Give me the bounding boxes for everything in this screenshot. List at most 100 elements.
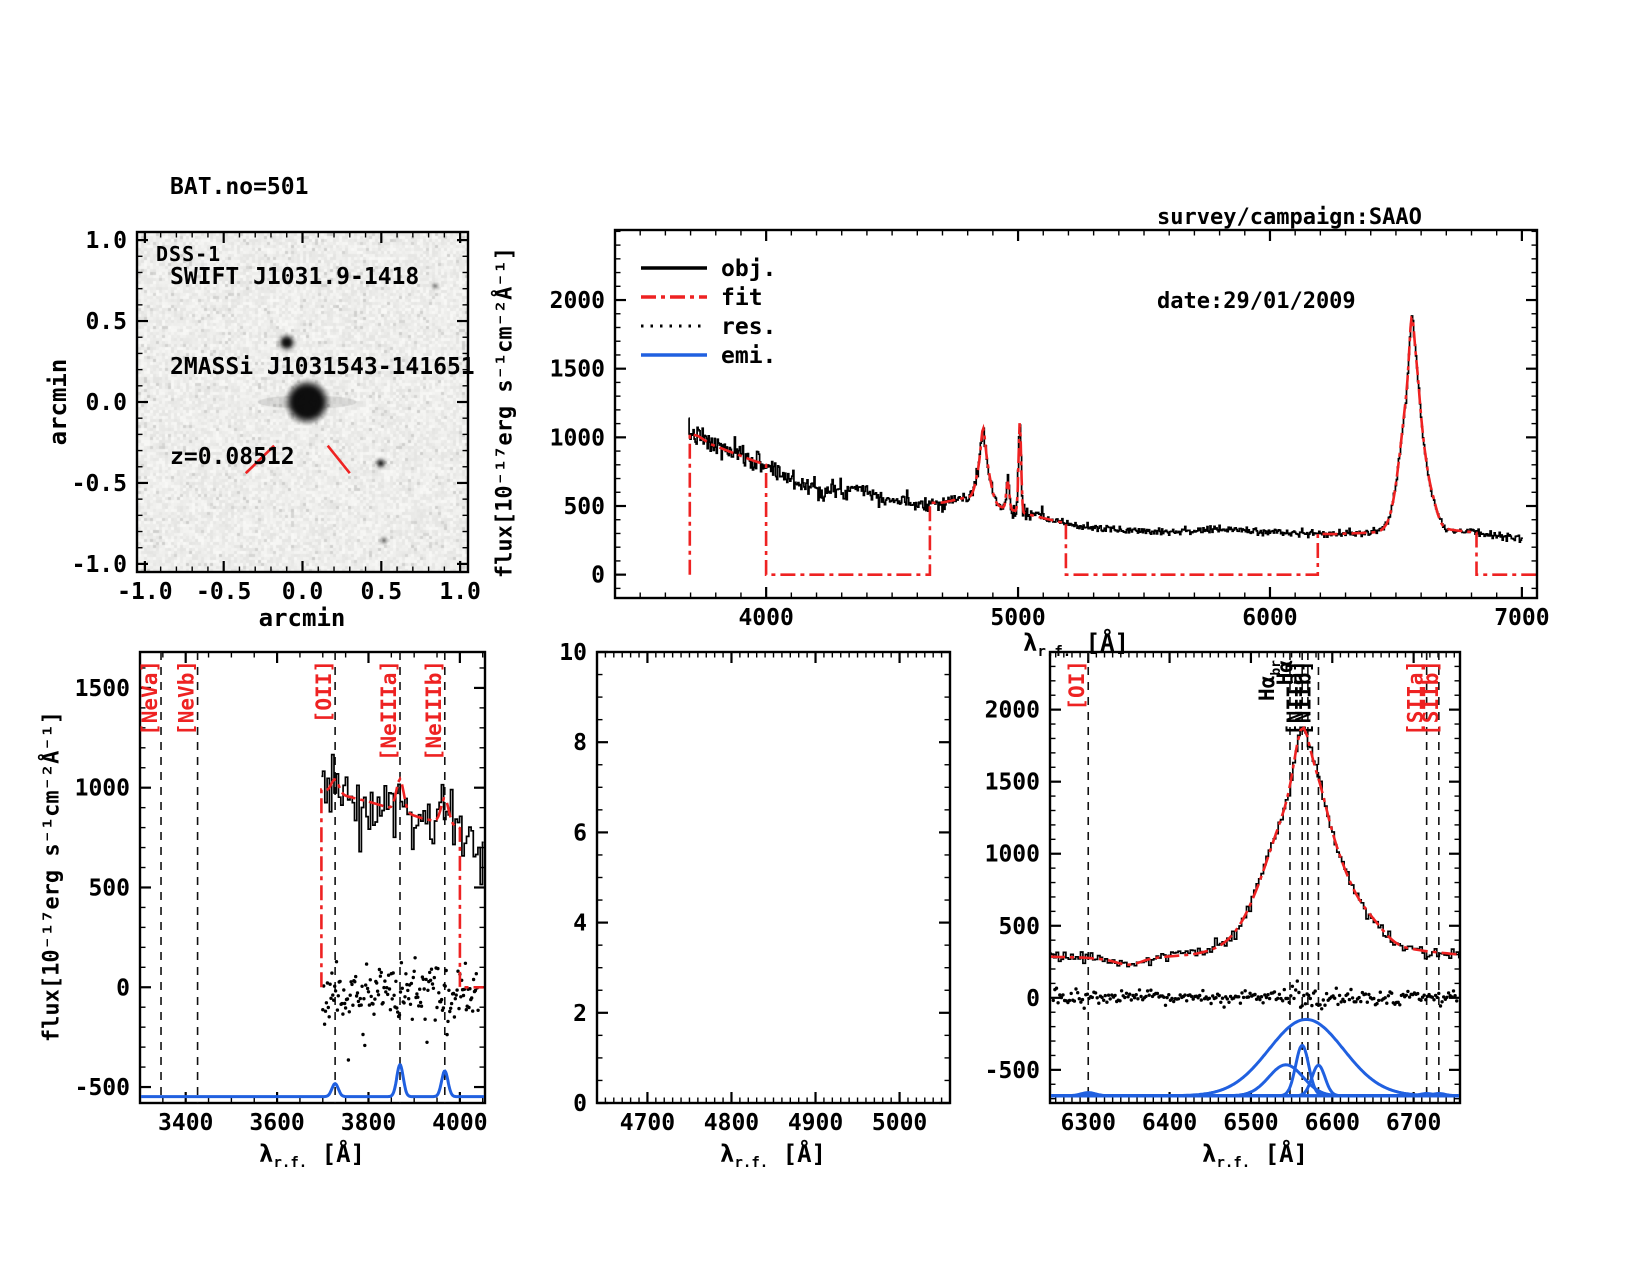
tr-xtick-label: 6000 bbox=[1242, 605, 1297, 631]
line-label-3727: [OII] bbox=[312, 660, 336, 723]
legend-label: res. bbox=[721, 314, 776, 340]
br-fit-curve bbox=[1051, 725, 1459, 967]
line-label-6563: Hα bbox=[1273, 660, 1297, 685]
tr-frame bbox=[613, 228, 1539, 600]
dss-ytick-label: 1.0 bbox=[85, 228, 127, 254]
dss-xtick-label: -0.5 bbox=[196, 579, 251, 605]
bl-ytick-label: 1500 bbox=[75, 676, 130, 702]
lambda-xlabel-blue: λr.f. [Å] bbox=[259, 1140, 365, 1171]
tr-ytick-label: 1500 bbox=[550, 357, 605, 383]
bm-xtick-label: 4700 bbox=[620, 1110, 675, 1136]
bl-xtick-label: 4000 bbox=[432, 1110, 487, 1136]
dss-xtick-label: 0.5 bbox=[361, 579, 403, 605]
br-residual-points bbox=[1051, 979, 1459, 1011]
legend-label: emi. bbox=[721, 343, 776, 369]
object-bat-no: BAT.no=501 bbox=[170, 174, 309, 200]
survey-info: survey/campaign:SAAO date:29/01/2009 bbox=[1157, 148, 1422, 372]
tr-axes: 4000 5000 6000 7000 0 500 1000 1500 2000 bbox=[550, 228, 1550, 631]
br-emission-curves bbox=[1051, 1017, 1459, 1098]
bl-axes: 3400 3600 3800 4000 -500 0 500 1000 1500 bbox=[75, 650, 488, 1136]
bm-xtick-label: 4800 bbox=[704, 1110, 759, 1136]
dss-image bbox=[138, 233, 467, 571]
dss-xtick-label: 1.0 bbox=[439, 579, 481, 605]
target-pointer-line bbox=[244, 444, 276, 475]
br-xtick-label: 6500 bbox=[1223, 1110, 1278, 1136]
bm-ytick-label: 0 bbox=[573, 1091, 587, 1117]
br-emission-component bbox=[1051, 1017, 1459, 1098]
line-label-3346: [NeVa] bbox=[138, 660, 162, 736]
bm-xtick-label: 4900 bbox=[788, 1110, 843, 1136]
bl-line-markers: [NeVa] [NeVb] [OII] [NeIIIa] [NeIIIb] bbox=[138, 652, 446, 1103]
br-ytick-label: 1000 bbox=[985, 842, 1040, 868]
bl-emission-curves bbox=[141, 1063, 484, 1099]
bl-xtick-label: 3800 bbox=[341, 1110, 396, 1136]
arcmin-xlabel: arcmin bbox=[258, 604, 346, 632]
br-xtick-label: 6600 bbox=[1305, 1110, 1360, 1136]
line-label-6300: [OI] bbox=[1065, 660, 1089, 711]
bl-frame bbox=[138, 650, 487, 1105]
br-xtick-label: 6400 bbox=[1142, 1110, 1197, 1136]
line-label-3869: [NeIIIa] bbox=[377, 660, 401, 761]
br-ytick-label: 0 bbox=[1026, 986, 1040, 1012]
br-xtick-label: 6300 bbox=[1061, 1110, 1116, 1136]
tr-ytick-label: 1000 bbox=[550, 425, 605, 451]
lambda-xlabel-hbeta: λr.f. [Å] bbox=[720, 1140, 826, 1171]
dss-axes: -1.0 -0.5 0.0 0.5 1.0 -1.0 -0.5 0.0 0.5 1.0 bbox=[72, 228, 481, 605]
bm-ytick-label: 4 bbox=[573, 911, 587, 937]
br-obj-spectrum bbox=[1051, 726, 1459, 968]
survey-campaign: survey/campaign:SAAO bbox=[1157, 205, 1422, 230]
observation-date: date:29/01/2009 bbox=[1157, 289, 1356, 314]
line-label-6583: [NIIb] bbox=[1291, 660, 1315, 736]
bm-ytick-label: 6 bbox=[573, 820, 587, 846]
br-ytick-label: -500 bbox=[985, 1058, 1040, 1084]
bl-ytick-label: -500 bbox=[75, 1075, 130, 1101]
br-ytick-label: 1500 bbox=[985, 770, 1040, 796]
flux-ylabel-zoom: flux[10⁻¹⁷erg s⁻¹cm⁻²Å⁻¹] bbox=[39, 710, 65, 1043]
lambda-xlabel-full: λr.f. [Å] bbox=[1023, 629, 1129, 660]
tr-xtick-label: 7000 bbox=[1494, 605, 1549, 631]
bl-ytick-label: 500 bbox=[88, 875, 130, 901]
bl-xtick-label: 3600 bbox=[249, 1110, 304, 1136]
target-pointer-line bbox=[326, 444, 351, 475]
legend-label: fit bbox=[721, 285, 763, 311]
line-label-6731: [SIIb] bbox=[1419, 660, 1443, 736]
bl-emission-curve bbox=[141, 1063, 484, 1099]
line-label-3967: [NeIIIb] bbox=[422, 660, 446, 761]
dss-xtick-label: -1.0 bbox=[117, 579, 172, 605]
bm-ytick-label: 2 bbox=[573, 1001, 587, 1027]
tr-ytick-label: 2000 bbox=[550, 288, 605, 314]
tr-fit-curve bbox=[688, 315, 1536, 576]
br-ytick-label: 500 bbox=[998, 914, 1040, 940]
line-label-6716: [SIIa] bbox=[1404, 660, 1428, 736]
flux-ylabel-full: flux[10⁻¹⁷erg s⁻¹cm⁻²Å⁻¹] bbox=[492, 246, 518, 579]
dss-ytick-label: -0.5 bbox=[72, 471, 127, 497]
bm-frame bbox=[595, 650, 952, 1105]
dss-ytick-label: 0.5 bbox=[85, 309, 127, 335]
bl-residual-points bbox=[321, 956, 480, 1062]
header-object-info: BAT.no=501 SWIFT J1031.9-1418 2MASSi J10… bbox=[170, 112, 475, 532]
tr-ytick-label: 500 bbox=[563, 494, 605, 520]
tr-ytick-label: 0 bbox=[591, 563, 605, 589]
tr-xtick-label: 4000 bbox=[738, 605, 793, 631]
spectrum-legend: obj. fit res. emi. bbox=[641, 256, 776, 369]
dss-ytick-label: -1.0 bbox=[72, 552, 127, 578]
object-2mass-name: 2MASSi J1031543-141651 bbox=[170, 354, 475, 380]
arcmin-ylabel: arcmin bbox=[44, 358, 72, 446]
bm-ytick-label: 8 bbox=[573, 730, 587, 756]
lambda-xlabel-halpha: λr.f. [Å] bbox=[1202, 1140, 1308, 1171]
bm-ytick-label: 10 bbox=[559, 640, 587, 666]
dss-xtick-label: 0.0 bbox=[282, 579, 324, 605]
object-swift-name: SWIFT J1031.9-1418 bbox=[170, 264, 420, 290]
br-ytick-label: 2000 bbox=[985, 698, 1040, 724]
br-emission-component bbox=[1051, 1092, 1459, 1098]
tr-xtick-label: 5000 bbox=[990, 605, 1045, 631]
dss-survey-label: DSS-1 bbox=[156, 242, 222, 266]
br-xtick-label: 6700 bbox=[1386, 1110, 1441, 1136]
bm-xtick-label: 5000 bbox=[872, 1110, 927, 1136]
br-frame bbox=[1048, 650, 1462, 1105]
object-redshift: z=0.08512 bbox=[170, 444, 295, 470]
br-axes: 6300 6400 6500 6600 6700 -500 0 500 1000 1500 2000 bbox=[985, 650, 1462, 1136]
